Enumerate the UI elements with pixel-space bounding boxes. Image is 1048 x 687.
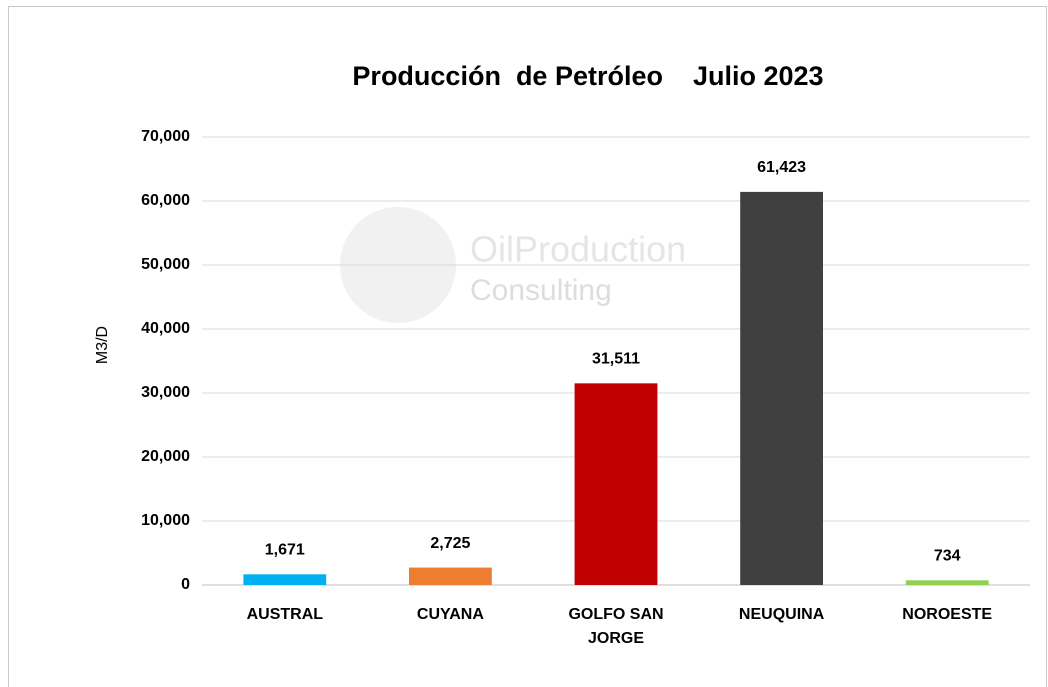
data-label: 734 — [934, 548, 961, 565]
bar — [243, 574, 327, 585]
y-tick-label: 40,000 — [141, 320, 190, 337]
x-tick-label: NEUQUINA — [738, 606, 825, 623]
bar — [740, 191, 823, 585]
bar — [905, 580, 989, 585]
y-tick-label: 20,000 — [141, 448, 190, 465]
watermark: Consulting — [470, 274, 612, 307]
y-tick-label: 10,000 — [141, 512, 190, 529]
bar — [574, 383, 658, 585]
chart-title: Producción de Petróleo Julio 2023 — [352, 61, 823, 91]
watermark: OilProduction — [470, 229, 686, 270]
x-tick-label: CUYANA — [416, 606, 484, 623]
y-axis-label: M3/D — [94, 326, 111, 364]
data-label: 31,511 — [592, 351, 640, 368]
y-tick-label: 50,000 — [141, 256, 190, 273]
x-tick-label: GOLFO SAN JORGE — [568, 606, 664, 647]
y-tick-label: 30,000 — [141, 384, 190, 401]
y-tick-label: 60,000 — [141, 192, 190, 209]
bar — [409, 567, 492, 585]
x-tick-label: AUSTRAL — [246, 606, 324, 623]
y-tick-label: 0 — [181, 576, 190, 593]
y-tick-label: 70,000 — [141, 128, 190, 145]
data-label: 2,725 — [430, 535, 470, 552]
chart-border — [8, 6, 1047, 687]
data-label: 1,671 — [265, 542, 305, 559]
data-label: 61,423 — [757, 159, 806, 176]
x-tick-label: NOROESTE — [902, 606, 993, 623]
